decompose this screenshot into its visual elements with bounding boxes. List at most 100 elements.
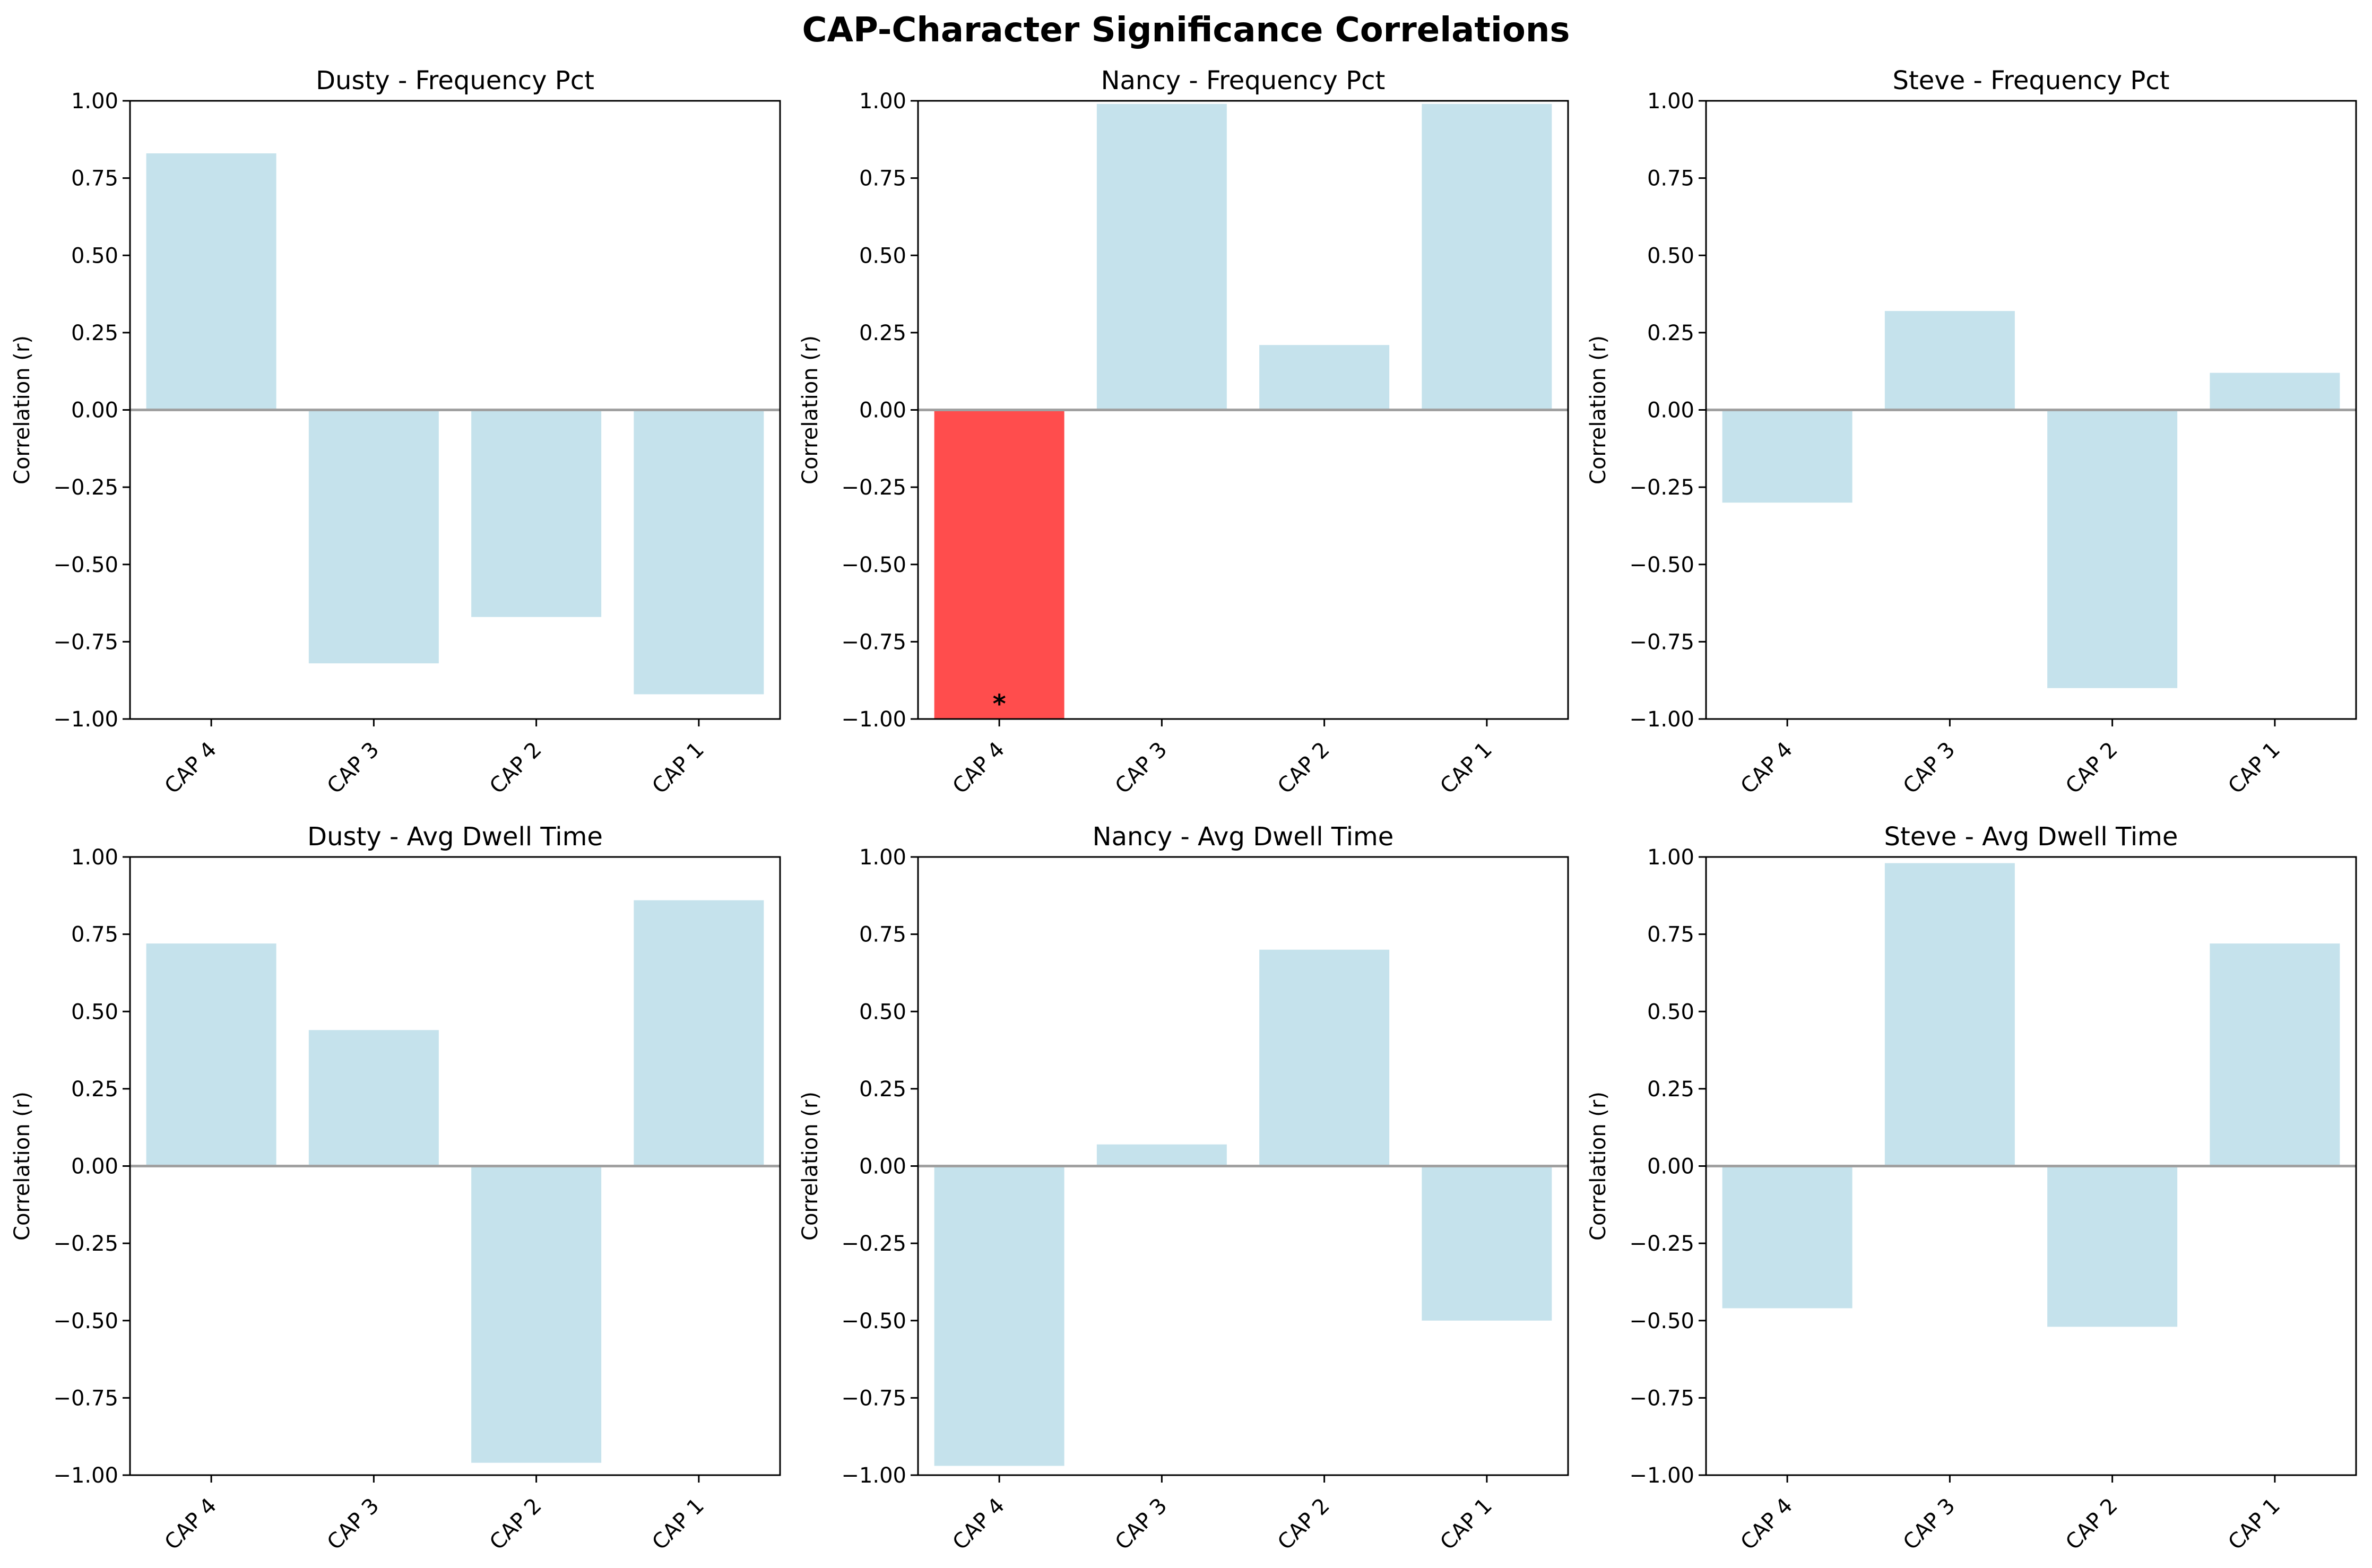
- y-tick-label: 0.75: [1647, 167, 1694, 191]
- bar: [1422, 1166, 1552, 1321]
- bar: [2047, 410, 2178, 688]
- y-tick-label: −1.00: [841, 1463, 906, 1488]
- y-tick-label: 0.25: [1647, 1077, 1694, 1102]
- y-tick-label: −0.75: [841, 1386, 906, 1410]
- y-tick-label: −0.25: [841, 1232, 906, 1256]
- y-tick-label: −1.00: [841, 707, 906, 732]
- y-tick-label: −1.00: [1629, 707, 1694, 732]
- y-tick-label: −0.50: [53, 1309, 118, 1333]
- panel-title: Nancy - Frequency Pct: [1101, 66, 1386, 96]
- bar: [1422, 103, 1552, 410]
- y-tick-label: −0.25: [53, 475, 118, 500]
- y-tick-label: 0.75: [71, 923, 118, 947]
- y-tick-label: 1.00: [1647, 89, 1694, 114]
- bar: [146, 153, 276, 410]
- y-tick-label: 0.50: [859, 1000, 906, 1024]
- y-tick-label: 0.75: [859, 167, 906, 191]
- y-tick-label: 0.00: [859, 1155, 906, 1179]
- axes-frame: [129, 100, 781, 720]
- y-axis-label: Correlation (r): [10, 335, 34, 484]
- y-tick-label: −0.25: [53, 1232, 118, 1256]
- bar: [2210, 372, 2340, 410]
- panels-grid: Dusty - Frequency Pct 1.00 0.75 0.50 0.25 0.0…: [10, 66, 2357, 1555]
- y-tick-label: 1.00: [1647, 845, 1694, 870]
- y-tick-label: 0.50: [859, 244, 906, 268]
- bar: [471, 410, 602, 617]
- bar: [1722, 1166, 1852, 1309]
- y-tick-label: 0.75: [71, 167, 118, 191]
- y-tick-label: −0.75: [53, 1386, 118, 1410]
- axes-frame: [129, 856, 781, 1476]
- panel-title: Dusty - Avg Dwell Time: [307, 822, 603, 852]
- y-tick-label: −0.75: [841, 630, 906, 654]
- y-axis-label: Correlation (r): [10, 1091, 34, 1241]
- y-tick-label: 0.75: [859, 923, 906, 947]
- y-tick-label: 0.25: [71, 1077, 118, 1102]
- y-tick-label: −0.50: [53, 553, 118, 577]
- panel-title: Dusty - Frequency Pct: [316, 66, 594, 96]
- bar: [634, 410, 764, 695]
- bar: [2210, 943, 2340, 1166]
- y-axis-label: Correlation (r): [1586, 1091, 1611, 1241]
- y-tick-label: −1.00: [1629, 1463, 1694, 1488]
- y-tick-label: 1.00: [859, 89, 906, 114]
- y-tick-label: 0.00: [859, 399, 906, 423]
- bar: [308, 410, 439, 664]
- y-tick-label: −0.75: [1629, 1386, 1694, 1410]
- y-tick-label: 0.75: [1647, 923, 1694, 947]
- y-tick-label: 0.25: [859, 1077, 906, 1102]
- y-tick-label: −1.00: [53, 707, 118, 732]
- y-tick-label: 0.50: [71, 1000, 118, 1024]
- y-axis-label: Correlation (r): [1586, 335, 1611, 484]
- bar: [1884, 863, 2015, 1166]
- y-tick-label: 1.00: [859, 845, 906, 870]
- bar: [1096, 1144, 1227, 1166]
- y-axis-label: Correlation (r): [798, 1091, 823, 1241]
- axes-frame: [1705, 100, 2357, 720]
- y-tick-label: 0.50: [1647, 1000, 1694, 1024]
- y-tick-label: 0.25: [859, 321, 906, 345]
- bar: [1096, 103, 1227, 410]
- axes-frame: [1705, 856, 2357, 1476]
- y-tick-label: −0.25: [1629, 475, 1694, 500]
- bar: [308, 1030, 439, 1166]
- bar: [1722, 410, 1852, 503]
- significant-bar: [934, 410, 1064, 719]
- y-tick-label: 1.00: [71, 89, 118, 114]
- y-tick-label: 0.25: [1647, 321, 1694, 345]
- y-tick-label: −1.00: [53, 1463, 118, 1488]
- y-tick-label: −0.75: [1629, 630, 1694, 654]
- y-tick-label: 0.00: [1647, 1155, 1694, 1179]
- bar: [1884, 311, 2015, 410]
- panel-title: Nancy - Avg Dwell Time: [1093, 822, 1394, 852]
- panel-title: Steve - Avg Dwell Time: [1884, 822, 2178, 852]
- bar: [1259, 949, 1390, 1166]
- bar: [146, 943, 276, 1166]
- y-axis-label: Correlation (r): [798, 335, 823, 484]
- axes-frame: [917, 100, 1569, 720]
- panel-title: Steve - Frequency Pct: [1893, 66, 2170, 96]
- y-tick-label: 1.00: [71, 845, 118, 870]
- y-tick-label: 0.50: [1647, 244, 1694, 268]
- bar: [934, 1166, 1064, 1466]
- figure-title: CAP-Character Significance Correlations: [802, 11, 1570, 50]
- y-tick-label: 0.00: [71, 399, 118, 423]
- y-tick-label: 0.00: [71, 1155, 118, 1179]
- y-tick-label: −0.50: [841, 553, 906, 577]
- y-tick-label: 0.50: [71, 244, 118, 268]
- bar: [471, 1166, 602, 1463]
- bar: [2047, 1166, 2178, 1327]
- y-tick-label: −0.75: [53, 630, 118, 654]
- significance-marker: *: [993, 689, 1006, 719]
- bar: [1259, 345, 1390, 410]
- y-tick-label: 0.00: [1647, 399, 1694, 423]
- y-tick-label: 0.25: [71, 321, 118, 345]
- y-tick-label: −0.50: [1629, 553, 1694, 577]
- y-tick-label: −0.50: [1629, 1309, 1694, 1333]
- y-tick-label: −0.50: [841, 1309, 906, 1333]
- bar: [634, 900, 764, 1166]
- y-tick-label: −0.25: [841, 475, 906, 500]
- y-tick-label: −0.25: [1629, 1232, 1694, 1256]
- axes-frame: [917, 856, 1569, 1476]
